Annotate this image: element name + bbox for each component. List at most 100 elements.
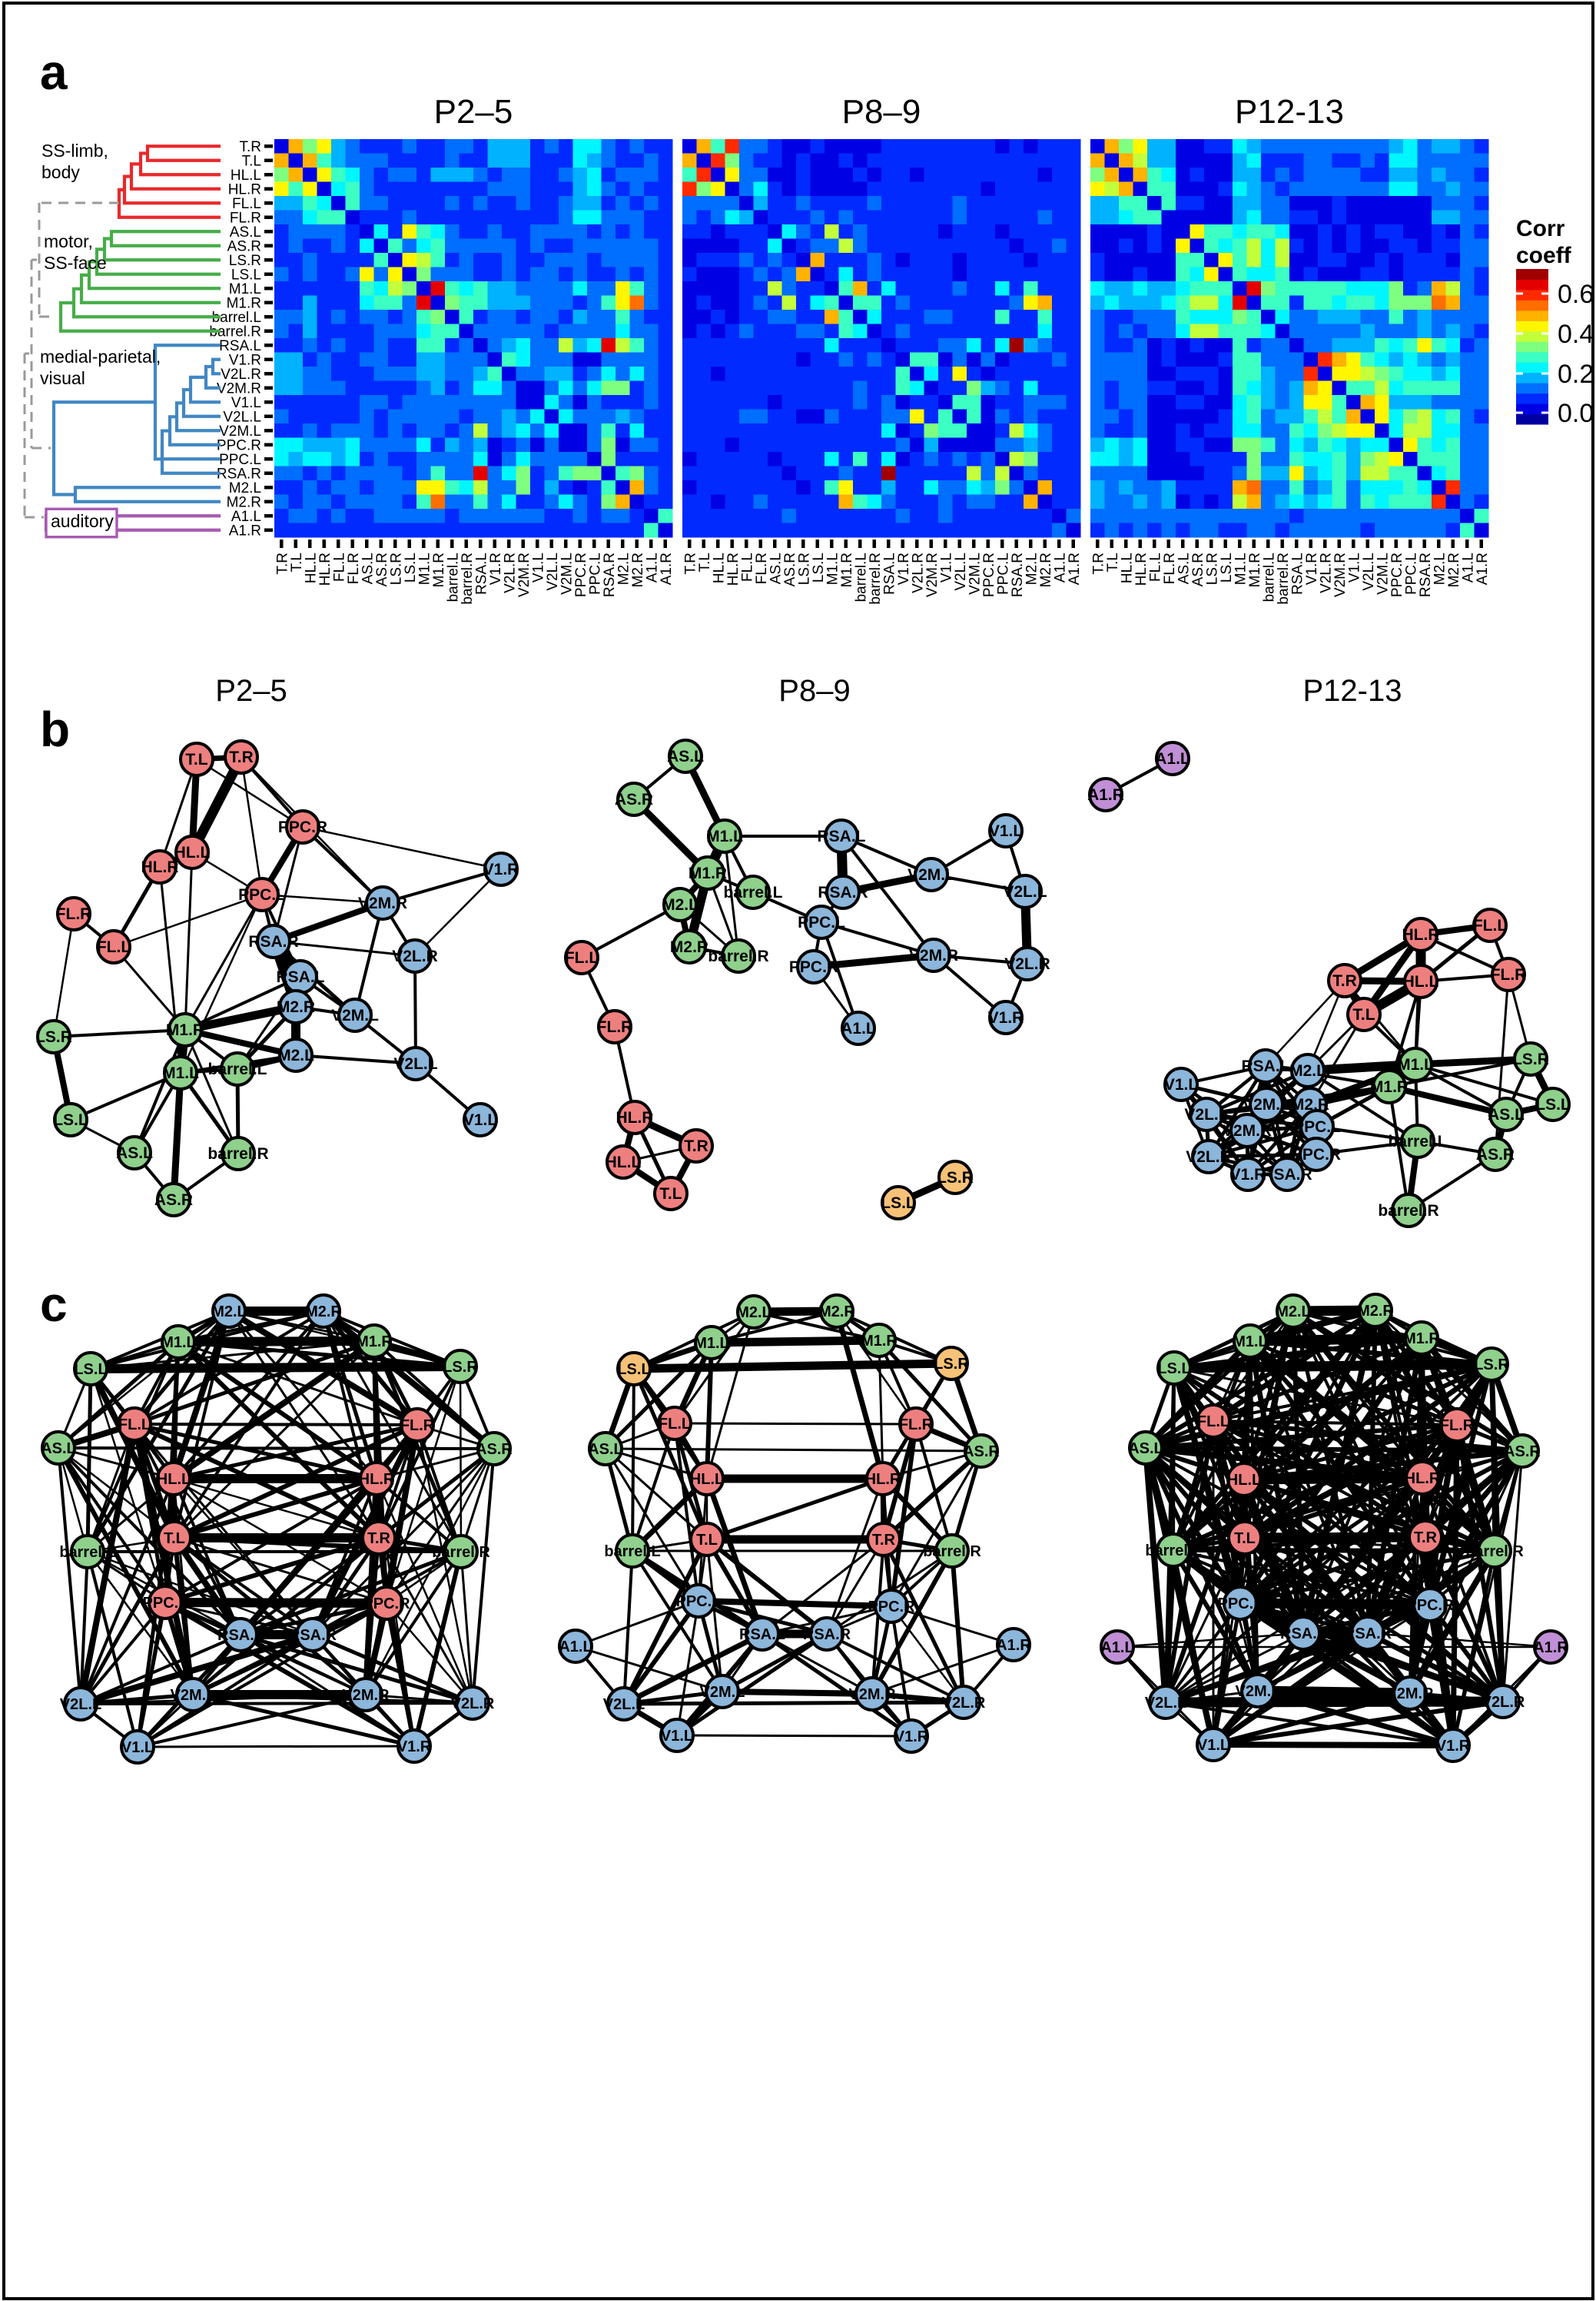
svg-text:Corr: Corr [1516, 216, 1565, 241]
svg-text:barrel.L: barrel.L [604, 1543, 660, 1560]
svg-text:T.R: T.R [682, 553, 698, 575]
svg-text:PPC.L: PPC.L [798, 914, 845, 931]
svg-text:P2–5: P2–5 [215, 674, 287, 708]
svg-text:PPC.R: PPC.R [363, 1595, 410, 1612]
svg-text:V2M.L: V2M.L [171, 1687, 216, 1704]
svg-text:0.0: 0.0 [1558, 399, 1594, 428]
svg-text:V1.L: V1.L [661, 1728, 693, 1745]
svg-text:M1.L: M1.L [162, 1064, 199, 1082]
svg-text:FL.R: FL.R [400, 1417, 435, 1434]
svg-text:M1.L: M1.L [825, 553, 841, 585]
svg-text:AS.L: AS.L [1128, 1440, 1163, 1457]
svg-text:barrel.R: barrel.R [209, 324, 261, 340]
svg-text:V2M.R: V2M.R [848, 1686, 896, 1703]
svg-text:V2M.R: V2M.R [217, 380, 261, 397]
svg-text:M2.L: M2.L [277, 1047, 314, 1064]
svg-text:PPC.R: PPC.R [1389, 553, 1405, 597]
svg-text:T.R: T.R [240, 139, 262, 155]
svg-text:V2L.R: V2L.R [392, 948, 438, 965]
svg-text:A1.L: A1.L [1052, 553, 1068, 583]
svg-text:HL.R: HL.R [1133, 553, 1150, 586]
svg-text:HL.L: HL.L [1227, 1472, 1261, 1489]
svg-text:T.L: T.L [242, 153, 261, 169]
svg-text:visual: visual [40, 368, 85, 388]
svg-text:HL.L: HL.L [174, 844, 211, 862]
svg-text:HL.L: HL.L [1403, 973, 1439, 991]
svg-text:LS.R: LS.R [1474, 1356, 1509, 1373]
svg-text:V2L.L: V2L.L [223, 409, 261, 425]
svg-text:PPC.L: PPC.L [995, 553, 1011, 595]
svg-text:barrel.L: barrel.L [212, 310, 261, 326]
svg-text:barrel.R: barrel.R [1378, 1202, 1438, 1220]
svg-text:V1.L: V1.L [530, 553, 546, 583]
svg-text:M1.R: M1.R [839, 553, 855, 587]
svg-text:HL.R: HL.R [1405, 1470, 1441, 1487]
svg-text:A1.R: A1.R [229, 523, 261, 539]
svg-text:V2L.R: V2L.R [502, 553, 518, 593]
svg-text:T.L: T.L [289, 553, 305, 572]
svg-text:V2L.R: V2L.R [1186, 1148, 1232, 1166]
svg-text:M2.R: M2.R [818, 1303, 855, 1320]
svg-text:PPC.R: PPC.R [981, 553, 997, 597]
svg-text:RSA.R: RSA.R [217, 466, 261, 482]
svg-text:HL.R: HL.R [317, 553, 333, 586]
svg-text:V2L.R: V2L.R [1004, 955, 1050, 973]
svg-text:V2M.L: V2M.L [219, 423, 261, 440]
svg-text:FL.R: FL.R [230, 210, 261, 226]
svg-text:RSA.R: RSA.R [1262, 1166, 1312, 1184]
svg-text:V1.L: V1.L [1346, 553, 1362, 583]
svg-text:FL.L: FL.L [565, 949, 599, 967]
svg-text:FL.L: FL.L [1147, 553, 1163, 582]
svg-text:M1.R: M1.R [1403, 1330, 1440, 1347]
svg-text:RSA.L: RSA.L [1242, 1058, 1290, 1075]
svg-text:V2M.L: V2M.L [559, 553, 575, 595]
svg-text:M2.L: M2.L [736, 1304, 771, 1321]
svg-text:V1.R: V1.R [483, 861, 519, 878]
svg-text:PPC.R: PPC.R [868, 1599, 915, 1615]
svg-text:RSA.R: RSA.R [602, 553, 618, 597]
svg-text:V2M.R: V2M.R [909, 947, 958, 965]
svg-text:AS.L: AS.L [588, 1441, 623, 1458]
svg-text:V1.L: V1.L [1197, 1737, 1229, 1754]
svg-text:c: c [40, 1277, 68, 1332]
svg-text:barrel.R: barrel.R [432, 1544, 490, 1561]
svg-text:V2L.R: V2L.R [1318, 553, 1334, 593]
svg-text:LS.R: LS.R [934, 1356, 969, 1373]
svg-text:PPC.L: PPC.L [676, 1593, 722, 1610]
svg-text:RSA.L: RSA.L [217, 1627, 264, 1644]
svg-text:V1.R: V1.R [397, 1738, 432, 1755]
svg-text:LS.L: LS.L [74, 1361, 107, 1378]
svg-text:V1.R: V1.R [988, 1009, 1024, 1027]
svg-text:barrel.R: barrel.R [708, 948, 768, 965]
svg-text:M1.L: M1.L [161, 1334, 196, 1351]
svg-text:RSA.L: RSA.L [818, 828, 866, 845]
svg-text:M2.L: M2.L [616, 553, 632, 585]
svg-text:V1.R: V1.R [894, 1728, 929, 1745]
svg-text:FL.R: FL.R [597, 1018, 633, 1036]
svg-text:P12-13: P12-13 [1303, 674, 1402, 708]
svg-text:barrel.L: barrel.L [723, 884, 782, 901]
svg-text:M2.L: M2.L [211, 1303, 247, 1320]
svg-text:V1.R: V1.R [1436, 1738, 1471, 1755]
svg-text:A1.L: A1.L [841, 1020, 876, 1038]
svg-text:T.L: T.L [185, 751, 207, 769]
svg-text:T.L: T.L [1234, 1530, 1256, 1547]
svg-text:M2.R: M2.R [1357, 1303, 1394, 1320]
svg-text:P2–5: P2–5 [434, 93, 513, 131]
svg-text:FL.R: FL.R [1491, 966, 1527, 984]
svg-text:M1.R: M1.R [356, 1333, 393, 1350]
svg-text:AS.R: AS.R [782, 553, 798, 586]
svg-text:LS.R: LS.R [229, 253, 261, 269]
svg-text:RSA.L: RSA.L [1289, 553, 1306, 595]
svg-text:M2.R: M2.R [227, 494, 261, 510]
svg-text:V1.L: V1.L [1164, 1076, 1199, 1094]
svg-text:M1.R: M1.R [689, 865, 727, 882]
svg-text:RSA.L: RSA.L [739, 1626, 785, 1643]
svg-text:LS.L: LS.L [1157, 1360, 1190, 1377]
svg-text:T.L: T.L [1105, 553, 1121, 572]
svg-text:LS.L: LS.L [403, 553, 419, 583]
svg-text:A1.R: A1.R [659, 553, 675, 585]
svg-text:RSA.R: RSA.R [803, 1626, 851, 1643]
svg-text:A1.R: A1.R [1067, 553, 1083, 585]
svg-text:M2.L: M2.L [1289, 1062, 1326, 1080]
